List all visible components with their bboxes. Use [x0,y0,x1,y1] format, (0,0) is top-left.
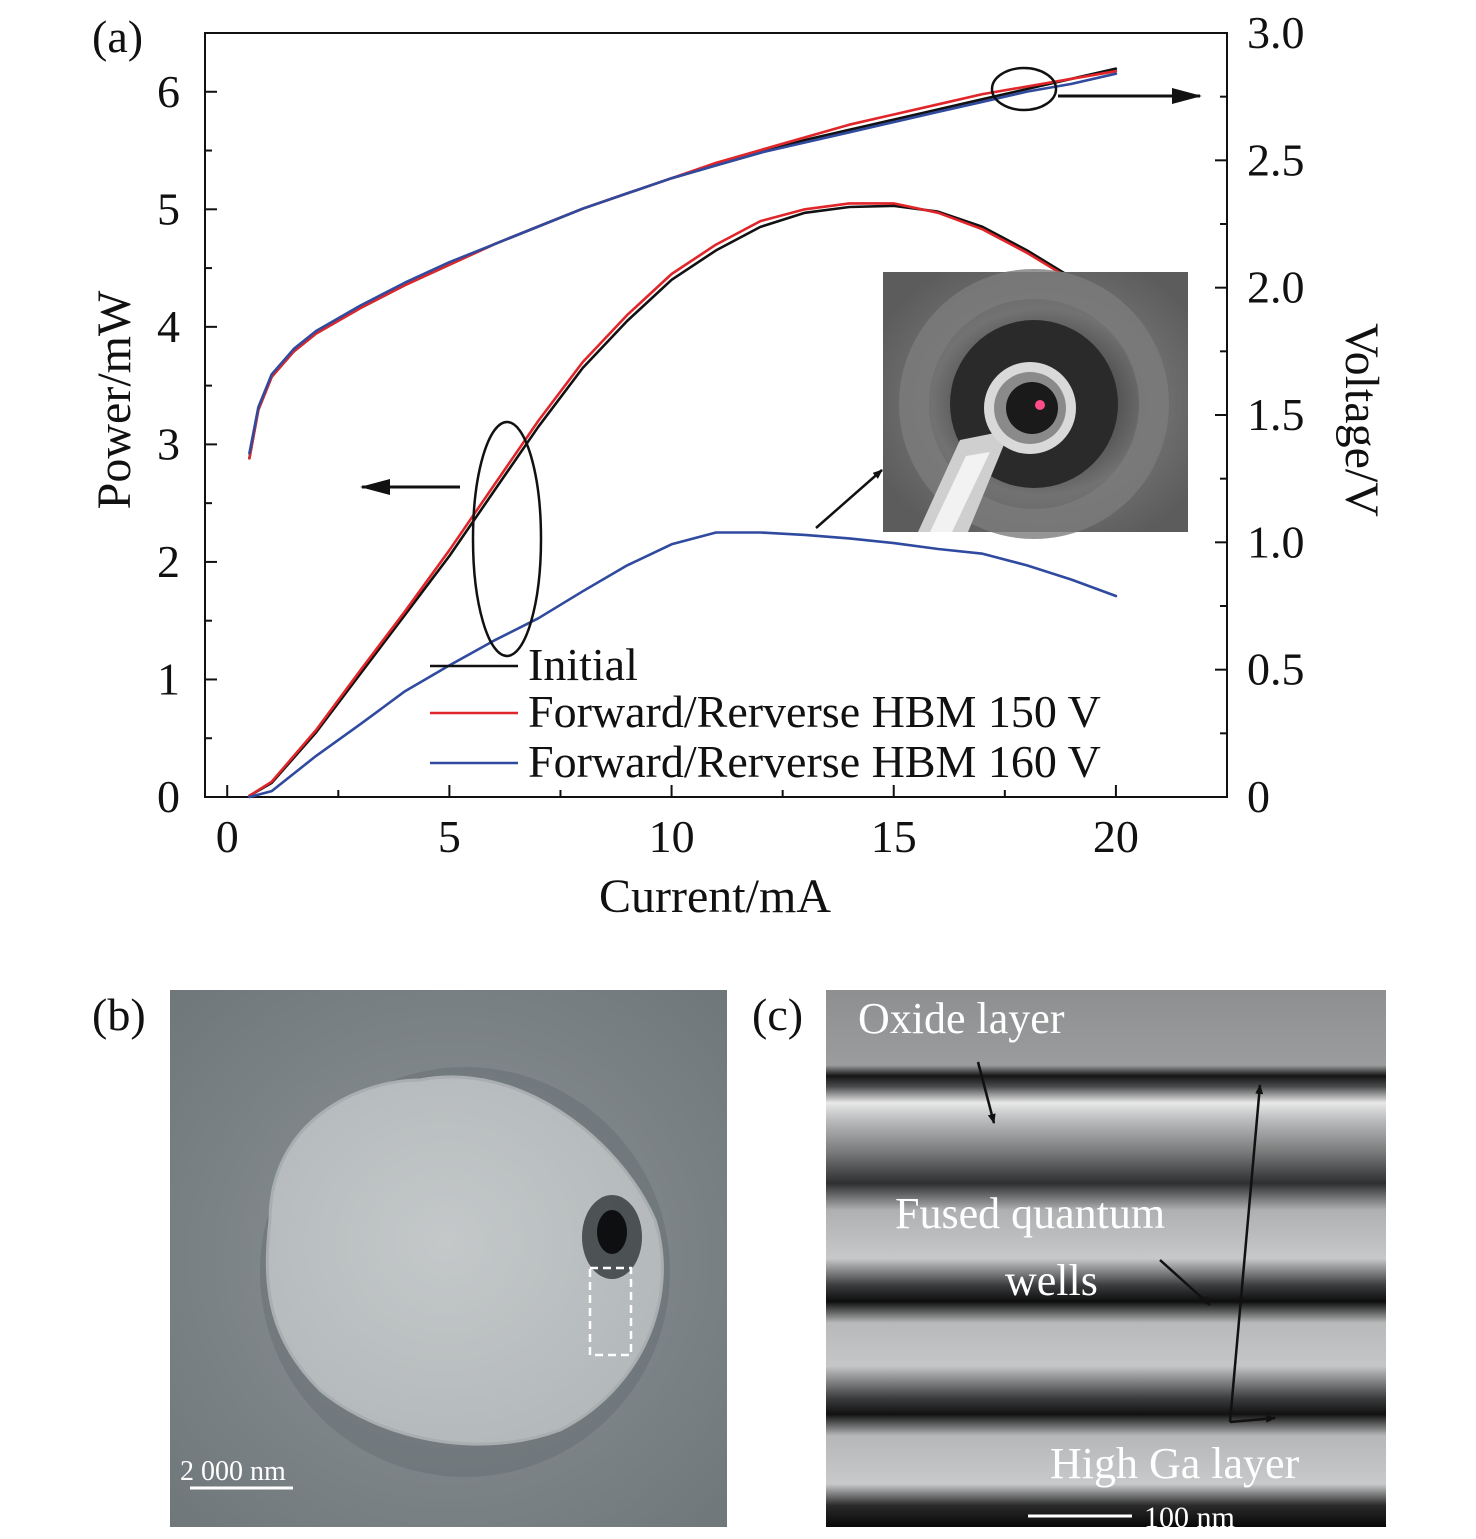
x-tick-label: 0 [216,811,239,862]
y-axis-left-label: Power/mW [88,290,141,509]
label-high-ga-layer: High Ga layer [1050,1439,1300,1488]
y-right-tick-label: 2.0 [1247,262,1305,313]
series-layer [248,67,1118,799]
arrow-fused [1159,1259,1211,1306]
panel-label-c: (c) [752,989,803,1040]
label-oxide-layer: Oxide layer [858,994,1065,1043]
voltage-curves-ellipse [990,66,1058,112]
legend: Initial Forward/Rerverse HBM 150 V Forwa… [430,639,1101,787]
y-left-tick-label: 4 [157,301,180,352]
label-fused-qw-1: Fused quantum [895,1189,1165,1238]
panel-label-a: (a) [92,11,143,62]
x-tick-label: 10 [649,811,695,862]
y-left-tick-label: 6 [157,66,180,117]
scale-bar-label-b: 2 000 nm [180,1456,286,1487]
y-right-tick-label: 3.0 [1247,7,1305,58]
y-axis-right-ticks: 0 0.5 1.0 1.5 2.0 2.5 3.0 [1215,7,1305,822]
legend-label-160v: Forward/Rerverse HBM 160 V [528,736,1101,787]
legend-label-initial: Initial [528,639,638,690]
y-axis-right-label: Voltage/V [1335,323,1388,517]
region-box [588,1266,633,1357]
arrow-oxide [976,1061,996,1124]
y-right-tick-label: 0.5 [1247,644,1305,695]
x-tick-label: 15 [871,811,917,862]
series-160v-voltage [248,72,1118,455]
inset-emission-photo [883,269,1188,539]
y-right-tick-label: 2.5 [1247,134,1305,185]
panel-label-b: (b) [92,989,146,1040]
x-axis-ticks: 0 5 10 15 20 [216,785,1228,862]
arrow-high-ga-right [1229,1414,1276,1424]
x-axis-label: Current/mA [599,870,831,923]
y-left-tick-label: 0 [157,771,180,822]
legend-label-150v: Forward/Rerverse HBM 150 V [528,686,1101,737]
panel-c-tem-image: Oxide layer Fused quantum wells High Ga … [826,990,1386,1534]
chart-a: 0 5 10 15 20 0 1 2 3 4 5 6 0 0.5 1.0 1.5 2.0 2.5 3.0 Cur… [88,7,1388,923]
arrow-high-ga-up [1228,1084,1264,1423]
label-fused-qw-2: wells [1005,1256,1098,1305]
inset-pointer-arrow [815,469,883,529]
power-curves-ellipse [471,420,543,658]
y-right-tick-label: 1.5 [1247,389,1305,440]
y-right-tick-label: 1.0 [1247,516,1305,567]
y-left-tick-label: 1 [157,653,180,704]
x-tick-label: 20 [1093,811,1139,862]
y-right-tick-label: 0 [1247,771,1270,822]
scale-bar-label-c: 100 nm [1144,1501,1235,1534]
y-axis-left-ticks: 0 1 2 3 4 5 6 [157,32,217,822]
x-tick-label: 5 [438,811,461,862]
y-left-tick-label: 2 [157,536,180,587]
y-left-tick-label: 3 [157,418,180,469]
y-left-tick-label: 5 [157,183,180,234]
series-160v-power [248,531,1118,799]
series-150v-power [248,202,1073,798]
panel-b-sem-image: 2 000 nm [170,990,727,1527]
